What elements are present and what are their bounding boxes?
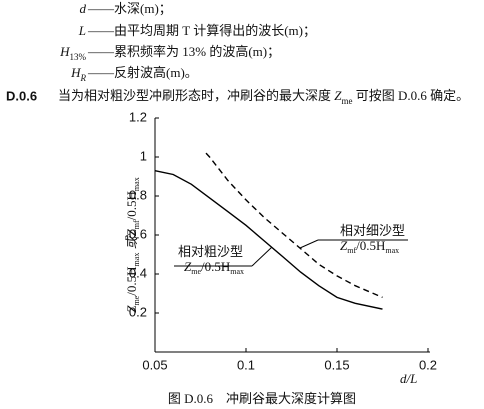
y-tick-label: 1 xyxy=(140,148,147,163)
symbol: H13% xyxy=(59,44,86,62)
series-line xyxy=(154,170,383,310)
subscript: mf xyxy=(347,246,356,255)
symbol: d xyxy=(80,1,87,16)
subscript: max xyxy=(385,246,399,255)
subscript: max xyxy=(230,267,244,276)
definition: ——水深(m)； xyxy=(87,1,172,17)
y-tick-label: 0.2 xyxy=(129,304,147,319)
clause-text: 当为相对粗沙型冲刷形态时，冲刷谷的最大深度 Zme 可按图 D.0.6 确定。 xyxy=(58,88,469,106)
y-tick-label: 0.6 xyxy=(129,226,147,241)
clause-number: D.0.6 xyxy=(6,88,37,103)
text-part: /0.5H xyxy=(356,238,385,253)
subscript: me xyxy=(132,295,141,305)
text-part: H xyxy=(59,44,70,59)
text-part: d xyxy=(80,1,87,16)
symbol: L xyxy=(78,23,86,38)
subscript: me xyxy=(191,267,201,276)
series-name: 相对细沙型 xyxy=(340,223,405,238)
text-part: Z xyxy=(124,305,139,313)
x-axis-label: d/L xyxy=(400,371,417,386)
text-part: 可按图 D.0.6 确定。 xyxy=(353,88,470,103)
text-part: Z xyxy=(340,238,348,253)
x-tick-label: 0.05 xyxy=(142,357,167,372)
text-part: 或Z xyxy=(124,228,139,252)
definition: ——累积频率为 13% 的波高(m)； xyxy=(87,44,280,60)
definition: ——反射波高(m)。 xyxy=(87,65,198,80)
text-part: /0.5H xyxy=(124,191,139,220)
text-part: H xyxy=(70,65,81,80)
series-line xyxy=(205,152,383,299)
leader-line xyxy=(251,246,273,267)
leader-line xyxy=(299,239,319,249)
x-tick-label: 0.1 xyxy=(237,357,255,372)
text-part: L xyxy=(78,23,86,38)
series-formula: Zme/0.5Hmax xyxy=(184,259,244,276)
y-tick-label: 0.8 xyxy=(129,187,147,202)
x-tick-label: 0.2 xyxy=(419,357,437,372)
series-formula: Zmf/0.5Hmax xyxy=(340,238,399,255)
subscript: R xyxy=(80,73,87,83)
y-tick-label: 0.4 xyxy=(129,265,147,280)
text-part: Z xyxy=(334,88,342,103)
text-part: 当为相对粗沙型冲刷形态时，冲刷谷的最大深度 xyxy=(58,88,334,103)
x-tick-label: 0.15 xyxy=(324,357,349,372)
subscript: mf xyxy=(132,220,141,229)
y-axis-label: Zme/0.5Hmax 或Zmf/0.5Hmax xyxy=(124,177,141,312)
symbol: HR xyxy=(70,65,86,83)
text-part: /0.5H xyxy=(124,266,139,295)
subscript: max xyxy=(132,253,141,267)
subscript: max xyxy=(132,177,141,191)
subscript: me xyxy=(342,96,353,106)
series-name: 相对粗沙型 xyxy=(178,244,243,259)
y-tick-label: 1.2 xyxy=(129,109,147,124)
subscript: 13% xyxy=(70,52,87,62)
definition: ——由平均周期 T 计算得出的波长(m)； xyxy=(87,23,316,39)
figure-caption: 图 D.0.6 冲刷谷最大深度计算图 xyxy=(168,391,356,406)
